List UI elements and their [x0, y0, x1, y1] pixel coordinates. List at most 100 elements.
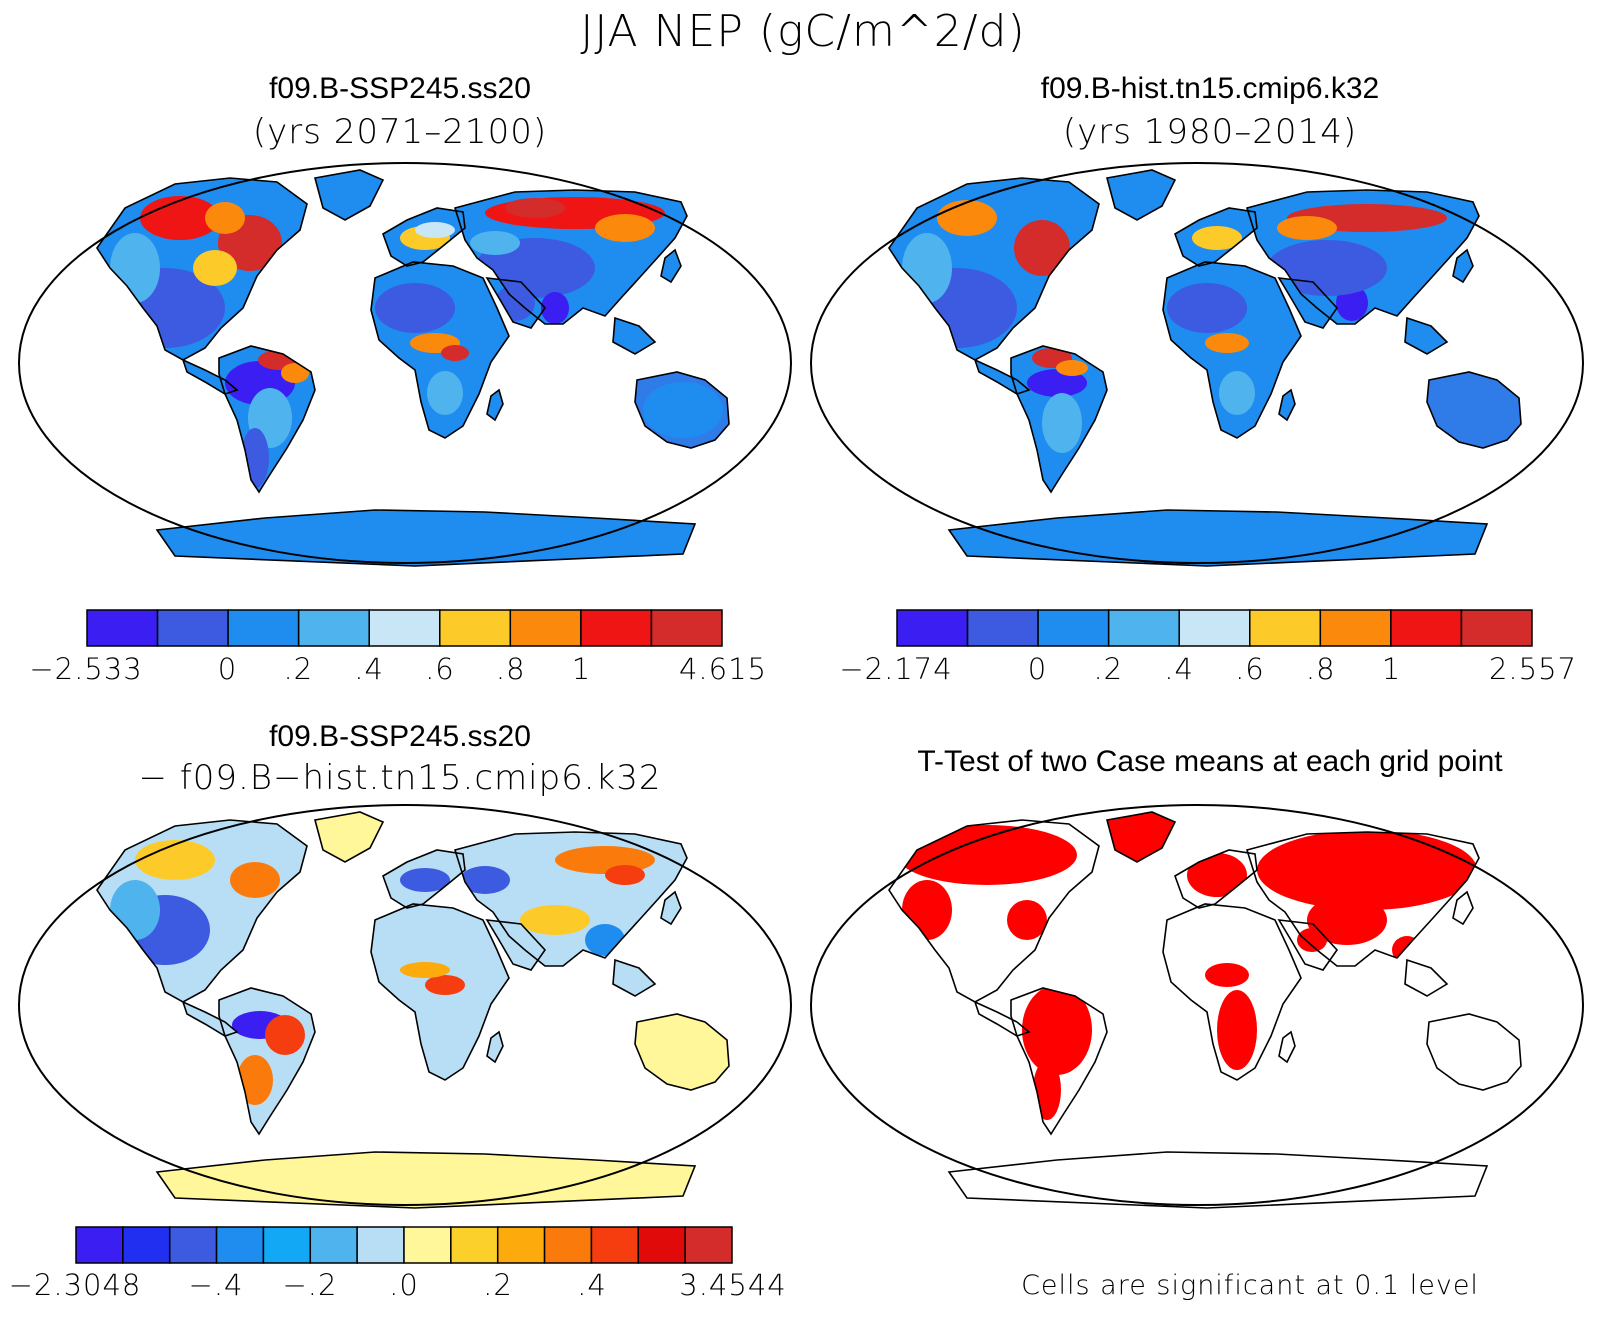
field-patch: [520, 905, 590, 935]
coastline: [314, 811, 385, 863]
colorbar-swatch: [262, 1226, 312, 1264]
coastline: [453, 831, 688, 967]
colorbar-swatch: [684, 1226, 733, 1264]
panel1-subtitle: (yrs 2071–2100): [252, 112, 548, 152]
colorbar-swatch: [450, 1226, 499, 1264]
field-patch: [1192, 226, 1242, 250]
colorbar-2-label: .2: [1093, 652, 1124, 686]
colorbar-3-label: 3.4544: [679, 1268, 787, 1302]
field-patch: [897, 825, 1077, 885]
colorbar-3-label: −.2: [282, 1268, 338, 1302]
field-patch: [1022, 988, 1092, 1075]
map-border: [18, 162, 792, 564]
colorbar-3-label: .2: [483, 1268, 513, 1302]
coastline: [314, 169, 385, 221]
coastline: [1426, 1013, 1522, 1091]
coastline: [181, 1000, 239, 1037]
significance-footnote: Cells are significant at 0.1 level: [1021, 1270, 1479, 1301]
colorbar-labels-panel-1: −2.533 0 .2 .4 .6 .8 1 4.615: [29, 652, 766, 692]
coastline: [486, 1030, 504, 1064]
coastline: [370, 261, 510, 439]
panel1-title: f09.B-SSP245.ss20: [269, 72, 531, 105]
field-patch: [1307, 895, 1387, 945]
colorbar-swatch: [297, 609, 370, 647]
colorbar-swatch: [168, 1226, 218, 1264]
coastline: [1277, 919, 1339, 971]
field-patch: [605, 865, 645, 885]
field-patch: [1205, 963, 1249, 987]
colorbar-2-label: .6: [1235, 652, 1265, 686]
colorbar-swatch: [215, 1226, 265, 1264]
coastline: [96, 819, 308, 1003]
coastline: [888, 819, 1100, 1003]
coastline: [382, 207, 466, 267]
colorbar-panel-2: [896, 609, 1533, 647]
colorbar-2-label: .4: [1164, 652, 1194, 686]
coastline: [485, 277, 547, 329]
coastline: [155, 509, 697, 567]
field-patch: [441, 345, 469, 361]
coastline: [1174, 207, 1258, 267]
field-patch: [1205, 333, 1249, 353]
panel2-subtitle: (yrs 1980–2014): [1062, 112, 1358, 152]
panel3-subtitle: − f09.B−hist.tn15.cmip6.k32: [138, 758, 662, 798]
map-border: [810, 162, 1584, 564]
colorbar-swatch: [1037, 609, 1110, 647]
map-panel-2: [810, 162, 1584, 567]
colorbar-swatch: [543, 1226, 593, 1264]
colorbar-swatch: [156, 609, 229, 647]
land-seasia: [1405, 318, 1447, 354]
colorbar-1-label: .6: [425, 652, 455, 686]
colorbar-swatch: [496, 1226, 546, 1264]
colorbar-swatch: [590, 1226, 640, 1264]
coastline: [888, 177, 1100, 361]
colorbar-swatch: [1178, 609, 1251, 647]
colorbar-swatch: [403, 1226, 452, 1264]
colorbar-panel-1: [86, 609, 723, 647]
colorbar-swatch: [1107, 609, 1180, 647]
land-seasia: [1405, 960, 1447, 996]
coastline: [634, 1013, 730, 1091]
coastline: [1162, 903, 1302, 1081]
figure-title: JJA NEP (gC/m^2/d): [580, 6, 1026, 57]
coastline: [1106, 169, 1177, 221]
colorbar-1-label: .2: [283, 652, 314, 686]
field-patch: [1257, 832, 1477, 910]
coastline: [218, 345, 316, 494]
coastline: [485, 919, 547, 971]
coastline: [453, 189, 688, 325]
colorbar-labels-panel-3: −2.3048 −.4 −.2 .0 .2 .4 3.4544: [9, 1268, 786, 1308]
field-patch: [1297, 928, 1327, 952]
coastline: [181, 358, 239, 395]
coastline: [660, 890, 682, 926]
colorbar-labels-panel-2: −2.174 0 .2 .4 .6 .8 1 2.557: [839, 652, 1576, 692]
colorbar-swatch: [227, 609, 300, 647]
coastline: [973, 358, 1031, 395]
field-patch: [415, 222, 455, 238]
coastline: [382, 849, 466, 909]
colorbar-swatch: [368, 609, 441, 647]
coastline: [634, 371, 730, 449]
field-patch: [460, 866, 510, 894]
field-patch: [230, 862, 280, 898]
coastline: [1245, 189, 1480, 325]
field-patch: [375, 283, 455, 333]
field-patch: [135, 840, 215, 880]
coastline: [1106, 811, 1177, 863]
field-patch: [541, 292, 569, 324]
colorbar-swatch: [86, 609, 159, 647]
coastline: [1404, 958, 1449, 997]
panel3-title: f09.B-SSP245.ss20: [269, 720, 531, 753]
field-patch: [237, 1055, 273, 1105]
field-patch: [1007, 900, 1047, 940]
field-patch: [643, 382, 723, 438]
colorbar-swatch: [637, 1226, 686, 1264]
field-patch: [595, 214, 655, 242]
colorbar-swatch: [650, 609, 723, 647]
coastline: [1277, 277, 1339, 329]
field-patch: [1042, 393, 1082, 453]
land-arabia: [487, 920, 545, 970]
field-patch: [425, 975, 465, 995]
field-patch: [193, 250, 237, 286]
colorbar-swatch: [509, 609, 582, 647]
